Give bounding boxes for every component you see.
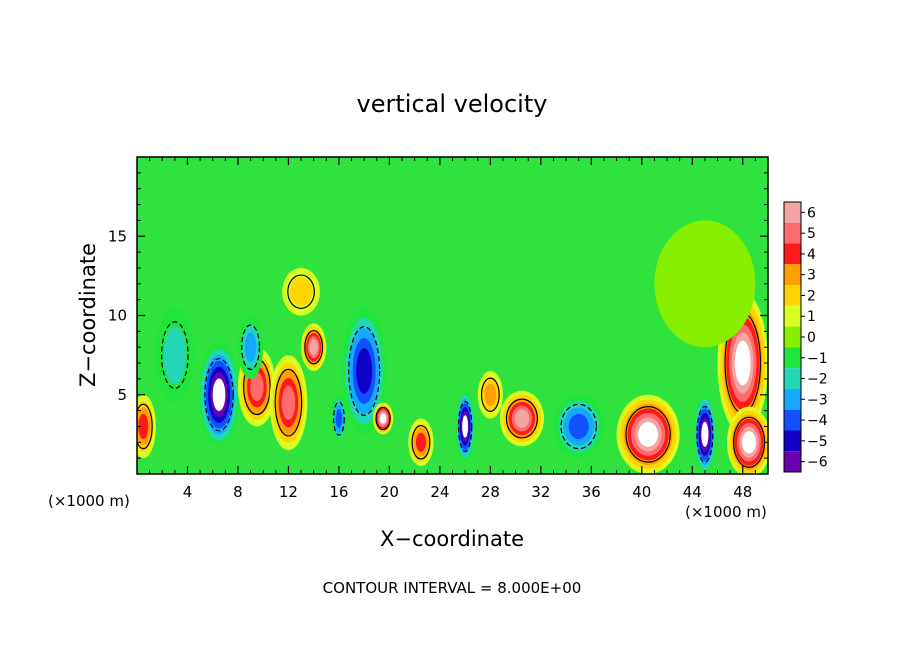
x-tick-label-9: 40: [632, 483, 651, 501]
colorbar-swatch-3: [784, 264, 801, 286]
field-cell-3-6: [309, 339, 318, 356]
colorbar-label-3: 3: [807, 268, 816, 284]
field-cell-0-7: [212, 378, 226, 411]
field-cell-18-2: [163, 326, 187, 384]
field-cell-7-4: [335, 409, 342, 429]
y-tick-label-1: 10: [108, 307, 127, 325]
colorbar-label-8: −2: [807, 372, 828, 388]
contour-line-14: [696, 406, 714, 463]
x-tick-label-3: 16: [329, 483, 348, 501]
contour-line-19: [480, 377, 500, 412]
x-axis: 4 8 12 16 20 24 28 32 36 40 44 48: [149, 157, 756, 501]
field-cell-20: [654, 220, 756, 348]
colorbar-label-0: 6: [807, 205, 816, 221]
plot-area: [136, 156, 769, 475]
contour-line-6: [375, 406, 391, 431]
x-unit-right: (×1000 m): [685, 503, 767, 521]
chart-title: vertical velocity: [357, 90, 548, 118]
field-cell-15-7: [734, 340, 751, 386]
field-cell-10-7: [462, 415, 469, 438]
x-tick-label-10: 44: [683, 483, 702, 501]
contour-line-5: [348, 325, 381, 416]
contour-line-3: [304, 329, 324, 365]
colorbar-swatch-0: [784, 202, 801, 223]
colorbar-swatch-8: [784, 368, 801, 389]
field-cell-1-5: [250, 372, 264, 402]
field-cell-6-7: [379, 413, 387, 424]
colorbar-swatch-9: [784, 388, 801, 410]
contour-line-9: [411, 425, 431, 460]
x-axis-label: X−coordinate: [380, 527, 524, 551]
field-cell-9-4: [415, 432, 426, 452]
colorbar-label-10: −4: [807, 413, 828, 429]
x-tick-label-11: 48: [733, 483, 752, 501]
x-tick-label-8: 36: [582, 483, 601, 501]
contour-line-7: [333, 401, 345, 436]
contour-line-8: [241, 324, 261, 370]
x-tick-label-5: 24: [430, 483, 449, 501]
heat-field: [137, 220, 768, 474]
field-cell-8-3: [244, 332, 257, 362]
colorbar-swatch-2: [784, 243, 801, 265]
field-cell-5-5: [356, 348, 373, 394]
colorbar-label-2: 4: [807, 247, 816, 263]
y-axis: 5 10 15: [108, 172, 768, 459]
contour-line-17: [137, 403, 153, 450]
x-tick-label-6: 28: [481, 483, 500, 501]
colorbar-label-9: −3: [807, 392, 828, 408]
contour-line-11: [505, 398, 538, 439]
contour-line-13: [625, 406, 671, 463]
x-tick-label-4: 20: [380, 483, 399, 501]
field-cell-13-7: [638, 421, 659, 447]
colorbar-label-7: −1: [807, 351, 828, 367]
colorbar: 6 5 4 3 2 1 0 −1 −2 −3 −4 −5 −6: [783, 201, 828, 473]
contour-line-0: [204, 358, 234, 432]
contour-line-2: [274, 368, 303, 437]
colorbar-swatch-1: [784, 222, 801, 244]
contour-interval-label: CONTOUR INTERVAL = 8.000E+00: [323, 579, 582, 597]
colorbar-label-6: 0: [807, 330, 816, 346]
colorbar-label-11: −5: [807, 434, 828, 450]
field-cell-2-5: [281, 385, 296, 420]
colorbar-label-4: 2: [807, 288, 816, 304]
field-cell-19-3: [484, 383, 497, 406]
contour-line-12: [560, 403, 597, 450]
field-cell-16-7: [742, 431, 757, 454]
colorbar-label-5: 1: [807, 309, 816, 325]
contour-line-18: [161, 321, 189, 390]
colorbar-label-12: −6: [807, 455, 828, 471]
x-tick-label-1: 8: [233, 483, 243, 501]
x-tick-label-2: 12: [279, 483, 298, 501]
colorbar-swatch-12: [784, 451, 801, 472]
field-cell-17-4: [138, 413, 149, 440]
field-cell-4-2: [289, 277, 313, 306]
colorbar-swatch-11: [784, 430, 801, 452]
colorbar-swatch-7: [784, 347, 801, 369]
y-tick-label-2: 15: [108, 227, 127, 245]
field-cell-11-6: [514, 409, 530, 428]
field-cell-14-7: [701, 421, 709, 447]
x-unit-left: (×1000 m): [48, 492, 130, 510]
colorbar-swatch-4: [784, 285, 801, 306]
field-cell-12-4: [568, 413, 589, 440]
x-tick-label-0: 4: [183, 483, 193, 501]
y-axis-label: Z−coordinate: [76, 243, 100, 387]
colorbar-label-1: 5: [807, 226, 816, 242]
contour-line-4: [287, 274, 315, 309]
contour-line-10: [457, 400, 473, 453]
colorbar-swatch-10: [784, 409, 801, 431]
x-tick-label-7: 32: [531, 483, 550, 501]
colorbar-swatch-6: [784, 326, 801, 348]
y-tick-label-0: 5: [117, 386, 127, 404]
colorbar-swatch-5: [784, 305, 801, 327]
